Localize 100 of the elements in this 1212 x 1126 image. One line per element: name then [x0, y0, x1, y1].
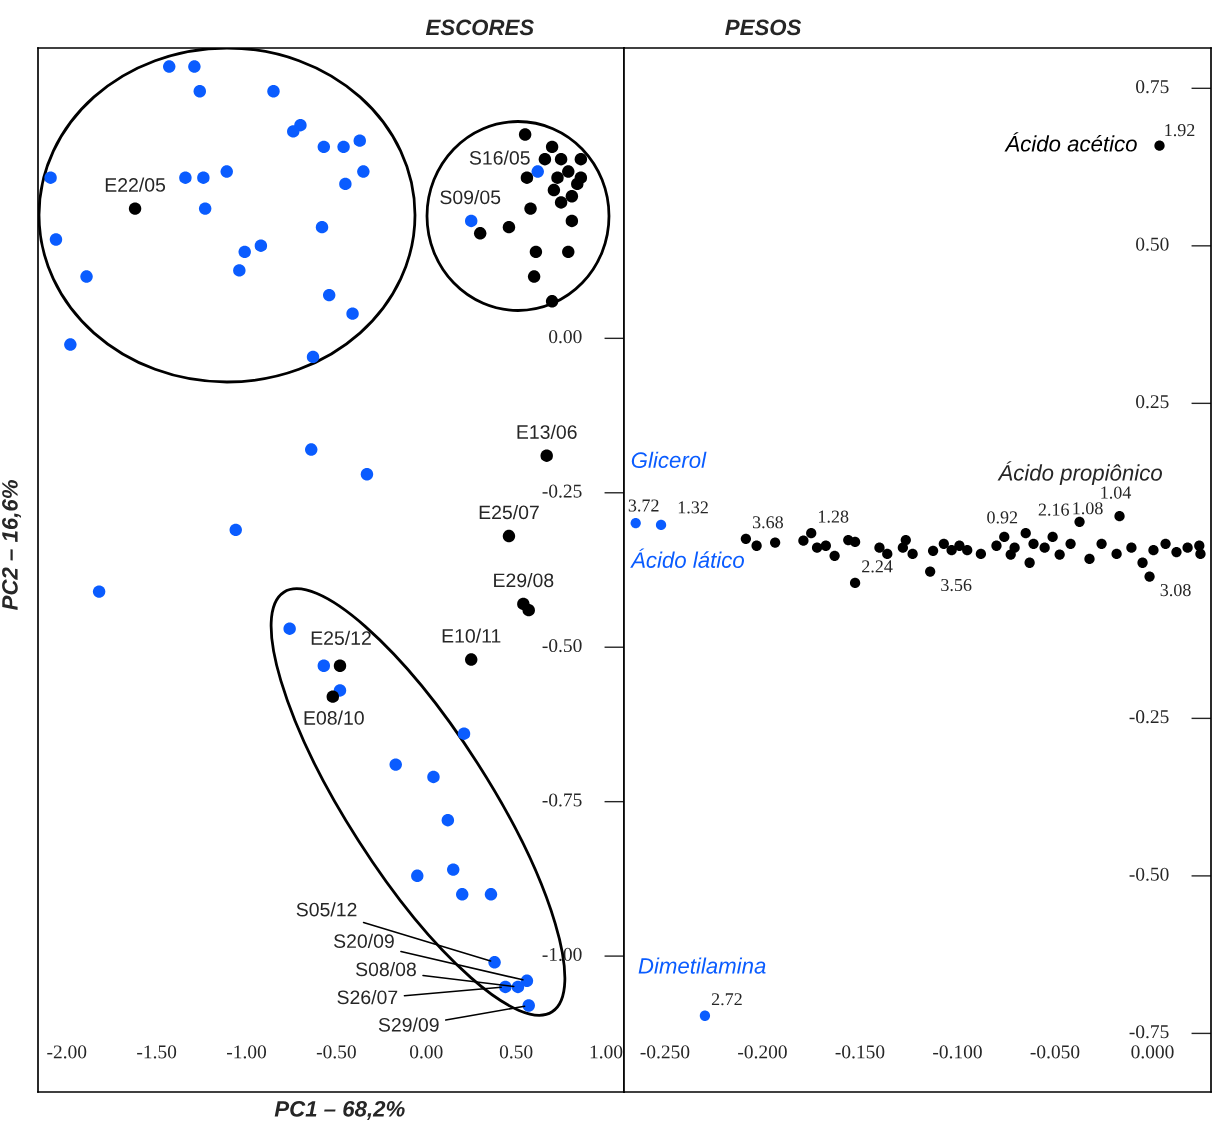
- x-tick-label: 0.000: [1131, 1045, 1174, 1059]
- point: [874, 542, 885, 553]
- point: [545, 140, 559, 154]
- point: [441, 813, 455, 827]
- point: [1182, 542, 1193, 553]
- point: [518, 128, 532, 141]
- point: [1084, 553, 1095, 565]
- y-tick-label: 0.50: [1136, 237, 1169, 251]
- annotation: 1.04: [1101, 486, 1132, 499]
- annotation: S20/09: [334, 933, 394, 949]
- annotation: 1.28: [819, 510, 849, 523]
- annotation: 3.72: [628, 499, 659, 512]
- annotation: 2.72: [711, 993, 742, 1006]
- x-tick-label: -0.050: [1030, 1045, 1080, 1059]
- annotation: S09/05: [440, 189, 501, 205]
- point: [315, 220, 329, 234]
- point: [820, 540, 831, 551]
- point: [1047, 531, 1058, 543]
- y-tick-label: -0.25: [1129, 710, 1169, 724]
- point: [630, 517, 641, 529]
- point: [538, 152, 552, 166]
- y-tick-label: -0.50: [1129, 867, 1169, 881]
- point: [333, 659, 347, 672]
- point: [1024, 557, 1035, 568]
- annotation: 3.68: [752, 516, 783, 529]
- x-tick-label: -2.00: [47, 1045, 87, 1059]
- point: [353, 134, 366, 147]
- point: [574, 152, 588, 166]
- series-label: Ácido acético: [1004, 132, 1137, 152]
- point: [254, 239, 268, 252]
- point: [798, 535, 809, 546]
- point: [238, 245, 251, 259]
- point: [317, 659, 331, 672]
- point: [565, 190, 579, 203]
- annotation: E25/07: [479, 504, 539, 520]
- x-tick-label: 0.00: [410, 1045, 443, 1059]
- point: [1054, 549, 1065, 560]
- point: [522, 603, 535, 617]
- point: [962, 545, 973, 556]
- annotation: E08/10: [304, 710, 364, 725]
- point: [520, 171, 534, 184]
- point: [317, 140, 331, 154]
- annotation: S26/07: [337, 989, 398, 1005]
- annotation: E29/08: [494, 572, 554, 588]
- point: [44, 171, 57, 184]
- annotation: E22/05: [105, 177, 166, 192]
- annotation: S16/05: [469, 150, 530, 165]
- point: [128, 202, 142, 215]
- point: [357, 165, 370, 178]
- point: [305, 443, 318, 456]
- annotation: 1.08: [1073, 502, 1103, 515]
- point: [427, 770, 440, 784]
- point: [907, 548, 918, 560]
- chart-title: PESOS: [725, 19, 802, 36]
- point: [554, 196, 568, 209]
- point: [457, 727, 471, 740]
- x-tick-label: 0.50: [499, 1045, 533, 1059]
- point: [547, 183, 561, 197]
- annotation: 3.08: [1160, 583, 1191, 597]
- point: [1171, 546, 1182, 558]
- point: [456, 888, 469, 901]
- point: [524, 202, 537, 215]
- point: [179, 171, 192, 184]
- point: [197, 171, 210, 184]
- annotation: 3.56: [941, 578, 972, 592]
- x-tick-label: -1.50: [137, 1045, 177, 1059]
- y-tick-label: -0.50: [542, 638, 582, 653]
- point: [751, 540, 762, 551]
- point: [287, 125, 300, 138]
- point: [511, 980, 525, 994]
- annotation: E10/11: [442, 628, 501, 643]
- x-tick-label: -0.200: [738, 1045, 787, 1059]
- point: [389, 758, 402, 771]
- text: Glicerol: [631, 451, 707, 469]
- y-tick-label: 0.00: [549, 330, 582, 344]
- point: [540, 449, 553, 462]
- point: [527, 270, 541, 283]
- y-tick-label: -0.75: [1129, 1025, 1169, 1039]
- point: [306, 350, 320, 364]
- point: [198, 202, 212, 215]
- point: [991, 540, 1002, 551]
- point: [1074, 516, 1085, 527]
- x-tick-label: 1.00: [590, 1045, 623, 1059]
- point: [999, 531, 1010, 543]
- point: [360, 468, 374, 481]
- annotation: S29/09: [378, 1017, 439, 1032]
- y-tick-label: 0.25: [1136, 395, 1169, 409]
- point: [829, 550, 840, 561]
- point: [193, 85, 206, 98]
- point: [1020, 527, 1031, 539]
- point: [554, 152, 568, 166]
- point: [411, 869, 424, 882]
- annotation: Ácido propiônico: [997, 461, 1162, 486]
- point: [346, 307, 359, 320]
- x-tick-label: -0.150: [835, 1045, 885, 1059]
- point: [849, 536, 861, 548]
- annotation: 1.92: [1165, 124, 1195, 137]
- point: [465, 653, 478, 666]
- point: [447, 863, 460, 876]
- annotation: 2.16: [1038, 503, 1069, 516]
